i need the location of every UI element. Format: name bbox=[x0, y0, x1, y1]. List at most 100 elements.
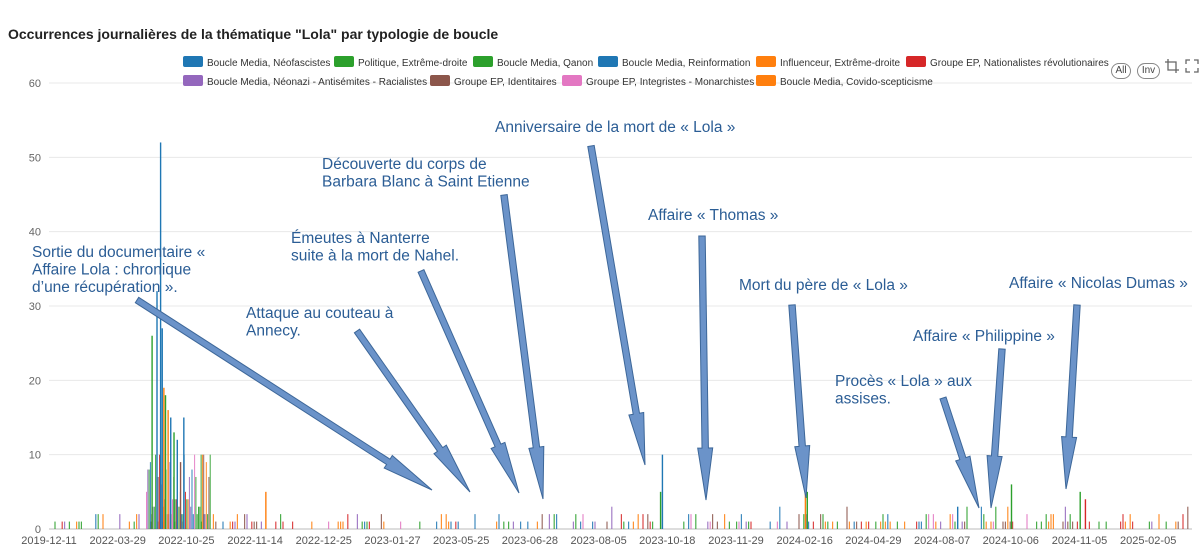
legend-swatch bbox=[183, 75, 203, 86]
background-bar bbox=[366, 521, 368, 529]
background-bar bbox=[736, 521, 738, 529]
annotation-text: Procès « Lola » aux bbox=[835, 373, 972, 390]
background-bar bbox=[992, 521, 994, 529]
cluster-bar bbox=[152, 506, 154, 529]
annotation-text: d’une récupération ». bbox=[32, 279, 178, 296]
background-bar bbox=[961, 521, 963, 529]
background-bar bbox=[256, 521, 258, 529]
cluster-bar bbox=[204, 514, 206, 529]
background-bar bbox=[875, 521, 877, 529]
cluster-bar bbox=[174, 499, 176, 529]
cluster-bar bbox=[192, 514, 194, 529]
background-bar bbox=[448, 521, 450, 529]
cluster-bar bbox=[190, 506, 192, 529]
cluster-bar bbox=[200, 454, 202, 529]
annotation-arrow bbox=[500, 194, 545, 500]
background-bar bbox=[445, 514, 447, 529]
y-tick-label: 10 bbox=[29, 450, 41, 462]
background-bar bbox=[582, 514, 584, 529]
background-bar bbox=[628, 521, 630, 529]
annotation-arrow bbox=[986, 348, 1006, 509]
background-bar bbox=[575, 514, 577, 529]
legend-swatch bbox=[756, 56, 776, 67]
cluster-bar bbox=[208, 476, 210, 529]
background-bar bbox=[356, 514, 358, 529]
annotation-arrow bbox=[587, 144, 646, 466]
legend-label: Boucle Media, Reinformation bbox=[622, 58, 750, 69]
legend-label: Groupe EP, Integristes - Monarchistes bbox=[586, 77, 754, 88]
annotation-text: Affaire Lola : chronique bbox=[32, 262, 191, 279]
background-bar bbox=[164, 521, 166, 529]
background-bar bbox=[786, 521, 788, 529]
background-bar bbox=[337, 521, 339, 529]
background-bar bbox=[940, 521, 942, 529]
background-bar bbox=[1002, 521, 1004, 529]
annotation-text: Mort du père de « Lola » bbox=[739, 277, 908, 294]
x-tick-label: 2023-05-25 bbox=[433, 535, 489, 547]
background-bar bbox=[1062, 521, 1064, 529]
background-bar bbox=[920, 521, 922, 529]
legend-swatch bbox=[334, 56, 354, 67]
cluster-bar bbox=[172, 499, 173, 529]
cluster-bar bbox=[173, 476, 175, 529]
cluster-bar bbox=[188, 476, 190, 529]
background-bar bbox=[275, 521, 277, 529]
background-bar bbox=[1098, 521, 1100, 529]
background-bar bbox=[280, 514, 282, 529]
background-bar bbox=[637, 514, 639, 529]
data-bar bbox=[956, 506, 959, 529]
legend-swatch bbox=[756, 75, 776, 86]
cluster-bar bbox=[165, 469, 167, 529]
background-bar bbox=[1045, 514, 1047, 529]
background-bar bbox=[748, 521, 750, 529]
background-bar bbox=[952, 514, 954, 529]
background-bar bbox=[647, 514, 649, 529]
cluster-bar bbox=[191, 469, 193, 529]
background-bar bbox=[133, 521, 135, 529]
cluster-bar bbox=[203, 454, 205, 529]
background-bar bbox=[440, 514, 442, 529]
data-bar bbox=[1084, 499, 1087, 529]
background-bar bbox=[803, 514, 805, 529]
background-bar bbox=[383, 521, 385, 529]
data-bar bbox=[179, 462, 182, 529]
background-bar bbox=[980, 506, 982, 529]
reset-zoom-icon[interactable] bbox=[1185, 59, 1199, 73]
data-bar bbox=[804, 484, 807, 529]
data-bar bbox=[170, 417, 172, 529]
background-bar bbox=[503, 521, 505, 529]
background-bar bbox=[769, 521, 771, 529]
background-bar bbox=[251, 521, 253, 529]
background-bar bbox=[983, 514, 985, 529]
background-bar bbox=[508, 521, 510, 529]
background-bar bbox=[553, 514, 555, 529]
legend-invert-button[interactable]: Inv bbox=[1137, 63, 1160, 79]
background-bar bbox=[779, 506, 781, 529]
background-bar bbox=[1148, 521, 1150, 529]
background-bar bbox=[457, 521, 459, 529]
x-tick-label: 2023-06-28 bbox=[502, 535, 558, 547]
cluster-bar bbox=[151, 514, 153, 529]
background-bar bbox=[536, 521, 538, 529]
x-tick-label: 2024-02-16 bbox=[777, 535, 833, 547]
background-bar bbox=[229, 521, 231, 529]
legend-all-button[interactable]: All bbox=[1111, 63, 1131, 79]
data-bar bbox=[163, 387, 165, 529]
zoom-select-icon[interactable] bbox=[1165, 59, 1179, 73]
background-bar bbox=[964, 521, 966, 529]
background-bar bbox=[212, 514, 214, 529]
background-bar bbox=[232, 521, 234, 529]
background-bar bbox=[1050, 514, 1052, 529]
background-bar bbox=[311, 521, 313, 529]
background-bar bbox=[54, 521, 56, 529]
background-bar bbox=[594, 521, 596, 529]
cluster-bar bbox=[170, 514, 172, 529]
background-bar bbox=[1187, 506, 1189, 529]
y-tick-label: 0 bbox=[35, 524, 41, 536]
background-bar bbox=[695, 514, 697, 529]
background-bar bbox=[846, 506, 848, 529]
background-bar bbox=[620, 514, 622, 529]
background-bar bbox=[928, 514, 930, 529]
background-bar bbox=[64, 521, 66, 529]
background-bar bbox=[548, 514, 550, 529]
